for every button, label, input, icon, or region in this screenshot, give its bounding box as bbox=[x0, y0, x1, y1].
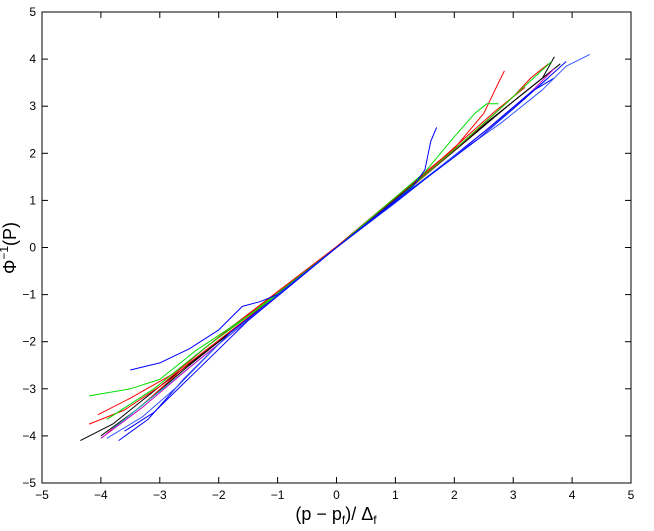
y-tick-label: −5 bbox=[22, 476, 36, 490]
y-tick-label: 1 bbox=[29, 193, 36, 207]
series-group bbox=[80, 53, 591, 442]
x-tick-label: −3 bbox=[153, 488, 167, 502]
x-tick-label: 1 bbox=[392, 488, 399, 502]
series-line-5 bbox=[97, 87, 526, 416]
series-line-10 bbox=[130, 127, 438, 371]
x-tick-label: −5 bbox=[35, 488, 49, 502]
x-tick-label: −2 bbox=[212, 488, 226, 502]
y-tick-label: 0 bbox=[29, 241, 36, 255]
x-tick-label: −4 bbox=[94, 488, 108, 502]
y-tick-label: 3 bbox=[29, 99, 36, 113]
x-axis-title: (p − pf)/ Δf bbox=[295, 504, 377, 527]
y-tick-label: 2 bbox=[29, 146, 36, 160]
y-tick-label: −3 bbox=[22, 382, 36, 396]
x-tick-label: 2 bbox=[451, 488, 458, 502]
y-tick-label: −2 bbox=[22, 335, 36, 349]
series-line-13 bbox=[124, 61, 567, 432]
y-tick-label: 4 bbox=[29, 52, 36, 66]
y-tick-label: −4 bbox=[22, 429, 36, 443]
y-tick-label: 5 bbox=[29, 5, 36, 19]
x-tick-label: 5 bbox=[628, 488, 635, 502]
y-tick-label: −1 bbox=[22, 288, 36, 302]
y-axis-title: Φ−1(P) bbox=[0, 222, 20, 274]
axis-ticks: −5 −4 −3 −2 −1 0 1 2 3 4 5 −5 −4 −3 −2 −1 0 1 2 3 4 5 bbox=[22, 5, 634, 502]
x-tick-label: 0 bbox=[333, 488, 340, 502]
x-tick-label: 3 bbox=[510, 488, 517, 502]
x-tick-label: −1 bbox=[271, 488, 285, 502]
x-tick-label: 4 bbox=[569, 488, 576, 502]
